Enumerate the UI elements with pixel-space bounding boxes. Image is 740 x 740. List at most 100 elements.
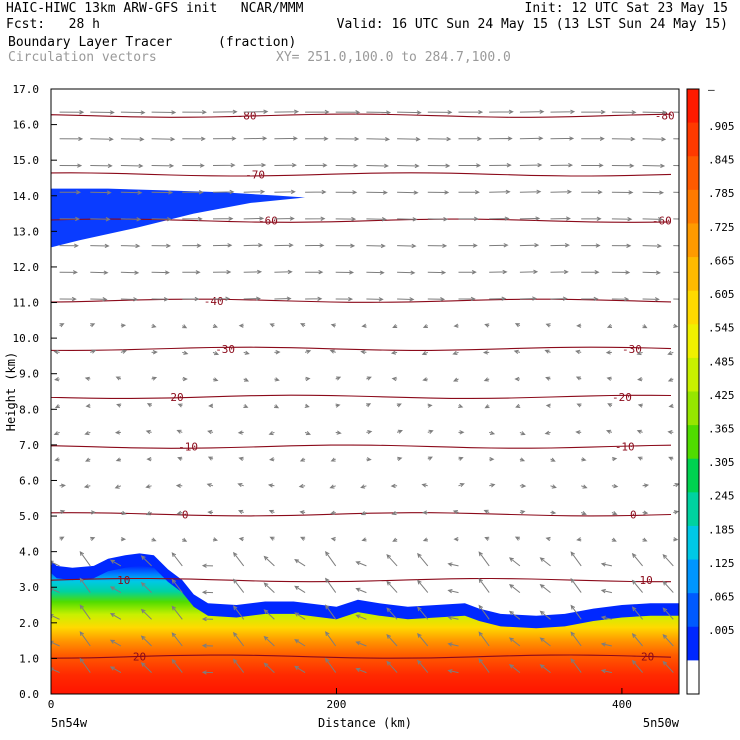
contour-label: -10 xyxy=(615,441,635,454)
circulation-vector xyxy=(151,136,176,142)
circulation-vector xyxy=(151,190,174,195)
circulation-vector xyxy=(637,403,643,408)
circulation-vector xyxy=(109,666,122,674)
circulation-vector xyxy=(355,561,367,567)
circulation-vector xyxy=(453,536,459,542)
circulation-vector xyxy=(396,429,403,434)
circulation-vector xyxy=(550,216,571,221)
circulation-vector xyxy=(208,403,214,408)
circulation-vector xyxy=(600,615,613,620)
circulation-vector xyxy=(550,136,575,141)
circulation-vector xyxy=(90,190,112,195)
circulation-vector xyxy=(212,296,231,301)
circulation-vector xyxy=(673,323,679,328)
circulation-vector xyxy=(637,456,643,461)
circulation-vector xyxy=(171,605,183,620)
circulation-vector xyxy=(642,270,661,275)
circulation-vector xyxy=(325,577,337,593)
y-tick-label: 11.0 xyxy=(13,297,40,310)
circulation-vector xyxy=(274,377,280,382)
circulation-vector xyxy=(611,456,618,462)
circulation-vector xyxy=(386,660,398,673)
circulation-vector xyxy=(489,243,509,248)
circulation-vector xyxy=(637,376,643,382)
circulation-vector xyxy=(397,137,421,142)
circulation-vector xyxy=(233,658,245,673)
circulation-vector xyxy=(509,637,521,647)
colorbar-label: .545 xyxy=(708,322,735,335)
circulation-vector xyxy=(642,483,650,488)
contour-label: 0 xyxy=(182,508,189,521)
circulation-vector xyxy=(392,324,398,328)
contour-label: 10 xyxy=(117,574,130,587)
circulation-vector xyxy=(115,457,122,462)
circulation-vector xyxy=(305,269,324,275)
x-corner-label-right: 5n50w xyxy=(643,716,680,730)
circulation-vector xyxy=(581,136,605,141)
contour-label: -80 xyxy=(237,110,257,123)
circulation-vector xyxy=(294,558,306,567)
circulation-vector xyxy=(90,270,109,275)
circulation-vector xyxy=(54,457,60,462)
circulation-vector xyxy=(581,189,603,195)
y-tick-label: 17.0 xyxy=(13,83,40,96)
circulation-vector xyxy=(79,577,91,593)
circulation-vector xyxy=(145,484,152,489)
circulation-vector xyxy=(151,216,173,222)
circulation-vector xyxy=(421,351,428,356)
circulation-vector xyxy=(673,218,679,220)
colorbar-swatch xyxy=(687,189,699,224)
circulation-vector xyxy=(396,456,403,461)
circulation-vector xyxy=(267,483,275,488)
circulation-vector xyxy=(361,537,367,542)
circulation-vector xyxy=(59,296,77,302)
circulation-vector xyxy=(263,609,275,620)
circulation-vector xyxy=(509,584,521,593)
circulation-vector xyxy=(390,483,398,489)
circulation-vector xyxy=(212,377,219,382)
tracer-region-gradient xyxy=(51,565,679,694)
circulation-vector xyxy=(611,511,618,516)
circulation-vector xyxy=(212,216,234,221)
circulation-vector xyxy=(355,667,367,674)
circulation-vector xyxy=(151,350,158,355)
circulation-vector xyxy=(642,217,664,222)
circulation-vector xyxy=(642,510,649,515)
colorbar-label: .905 xyxy=(708,120,735,133)
circulation-vector xyxy=(539,637,551,647)
circulation-vector xyxy=(90,510,96,515)
circulation-vector xyxy=(544,349,551,354)
y-tick-label: 3.0 xyxy=(19,581,39,594)
circulation-vector xyxy=(397,297,415,302)
circulation-vector xyxy=(207,429,214,435)
circulation-vector xyxy=(212,243,233,248)
circulation-vector xyxy=(605,350,612,355)
circulation-vector xyxy=(484,404,490,409)
circulation-vector xyxy=(447,642,459,647)
circulation-vector xyxy=(90,163,113,169)
circulation-vector xyxy=(458,456,464,461)
circulation-vector xyxy=(151,537,157,542)
circulation-vector xyxy=(361,323,367,328)
circulation-vector xyxy=(519,510,526,515)
circulation-vector xyxy=(550,189,573,195)
y-tick-label: 14.0 xyxy=(13,190,40,203)
circulation-vector xyxy=(391,376,398,382)
circulation-vector xyxy=(79,657,91,673)
circulation-vector xyxy=(631,579,643,593)
circulation-vector xyxy=(550,296,568,301)
circulation-vector xyxy=(581,109,606,115)
circulation-vector xyxy=(390,350,398,355)
contour-label: -30 xyxy=(622,343,642,356)
circulation-vector xyxy=(519,216,541,221)
contour-label: 0 xyxy=(630,508,637,521)
circulation-vector xyxy=(539,610,551,620)
circulation-vector xyxy=(673,191,679,193)
init-time: Init: 12 UTC Sat 23 May 15 xyxy=(524,1,729,16)
circulation-vector xyxy=(212,163,236,168)
circulation-vector xyxy=(581,296,599,302)
circulation-vector xyxy=(300,323,306,328)
circulation-vector xyxy=(329,349,336,354)
circulation-vector xyxy=(392,537,398,542)
circulation-vector xyxy=(366,137,391,142)
